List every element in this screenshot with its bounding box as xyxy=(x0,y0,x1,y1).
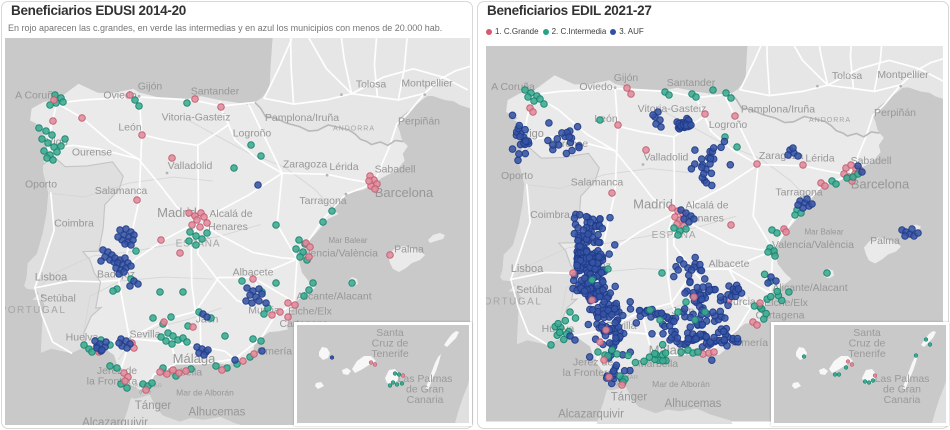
svg-text:Barcelona: Barcelona xyxy=(851,177,910,192)
svg-text:Gijón: Gijón xyxy=(138,81,163,93)
svg-text:A Coruña: A Coruña xyxy=(15,90,59,102)
svg-text:PORTUGAL: PORTUGAL xyxy=(5,305,66,316)
svg-text:Salamanca: Salamanca xyxy=(571,177,624,189)
svg-text:Mar Balear: Mar Balear xyxy=(804,228,843,237)
svg-text:PORTUGAL: PORTUGAL xyxy=(486,297,542,308)
svg-text:Pamplona/Iruña: Pamplona/Iruña xyxy=(741,104,815,116)
svg-text:Barcelona: Barcelona xyxy=(375,185,434,200)
svg-text:Santander: Santander xyxy=(191,86,240,98)
svg-text:Setúbal: Setúbal xyxy=(516,284,552,296)
svg-text:de Gran: de Gran xyxy=(406,384,444,396)
svg-text:Lisboa: Lisboa xyxy=(35,272,68,284)
svg-text:Santa: Santa xyxy=(853,327,881,339)
svg-text:Valladolid: Valladolid xyxy=(168,160,213,172)
svg-text:Sevilla: Sevilla xyxy=(130,329,161,341)
svg-text:Tenerife: Tenerife xyxy=(848,348,886,360)
svg-text:Perpiñán: Perpiñán xyxy=(874,107,916,119)
svg-text:Almería: Almería xyxy=(256,346,292,358)
svg-text:Alicante/Alacant: Alicante/Alacant xyxy=(296,291,371,303)
svg-text:la Frontera: la Frontera xyxy=(563,367,614,379)
svg-text:Oporto: Oporto xyxy=(25,179,57,191)
svg-text:Tarragona: Tarragona xyxy=(299,195,346,207)
svg-text:Alhucemas: Alhucemas xyxy=(189,407,246,419)
svg-text:Vitoria-Gasteiz: Vitoria-Gasteiz xyxy=(638,103,707,115)
svg-text:Las Palmas: Las Palmas xyxy=(398,373,453,385)
svg-text:Santander: Santander xyxy=(667,77,716,89)
svg-text:Oporto: Oporto xyxy=(501,170,533,182)
svg-text:Zaragoza: Zaragoza xyxy=(283,159,328,171)
svg-text:Valencia/València: Valencia/València xyxy=(772,239,854,251)
svg-text:Alcalá de: Alcalá de xyxy=(209,208,252,220)
svg-text:ANDORRA: ANDORRA xyxy=(809,117,851,124)
svg-text:ANDORRA: ANDORRA xyxy=(333,126,375,133)
svg-text:Pamplona/Iruña: Pamplona/Iruña xyxy=(265,112,339,124)
svg-text:Lérida: Lérida xyxy=(805,153,834,165)
svg-text:Lisboa: Lisboa xyxy=(511,263,544,275)
svg-text:Tolosa: Tolosa xyxy=(832,70,863,82)
svg-text:Mar Balear: Mar Balear xyxy=(328,236,367,245)
svg-text:Cruz de: Cruz de xyxy=(849,338,886,350)
svg-text:Logroño: Logroño xyxy=(233,128,272,140)
svg-text:Salamanca: Salamanca xyxy=(95,185,148,197)
svg-text:Henares: Henares xyxy=(208,221,248,233)
svg-text:Montpellier: Montpellier xyxy=(877,69,929,81)
svg-text:Setúbal: Setúbal xyxy=(40,293,76,305)
svg-text:Perpiñán: Perpiñán xyxy=(398,116,440,128)
svg-text:de Gran: de Gran xyxy=(883,384,921,396)
svg-text:Tolosa: Tolosa xyxy=(356,79,387,91)
svg-text:Valencia/València: Valencia/València xyxy=(296,248,378,260)
svg-text:Elche/Elx: Elche/Elx xyxy=(288,306,333,318)
svg-text:Oviedo: Oviedo xyxy=(579,81,612,93)
svg-text:Lérida: Lérida xyxy=(329,161,358,173)
svg-text:Madrid: Madrid xyxy=(157,205,197,220)
svg-text:Tenerife: Tenerife xyxy=(371,348,409,360)
svg-text:Cruz de: Cruz de xyxy=(372,338,409,350)
svg-text:Tarragona: Tarragona xyxy=(775,187,822,199)
svg-text:Albacete: Albacete xyxy=(709,258,750,270)
svg-text:Palma: Palma xyxy=(870,235,900,247)
svg-text:Alicante/Alacant: Alicante/Alacant xyxy=(772,282,847,294)
svg-text:Mar de Alborán: Mar de Alborán xyxy=(652,379,710,389)
svg-text:Vitoria-Gasteiz: Vitoria-Gasteiz xyxy=(162,112,231,124)
svg-text:Santa: Santa xyxy=(376,327,404,339)
svg-text:Madrid: Madrid xyxy=(633,197,673,212)
svg-text:Alcazarquivir: Alcazarquivir xyxy=(558,409,624,421)
svg-text:Las Palmas: Las Palmas xyxy=(875,373,930,385)
svg-text:Tánger: Tánger xyxy=(611,392,648,404)
svg-text:Alcazarquivir: Alcazarquivir xyxy=(82,417,148,425)
svg-text:Logroño: Logroño xyxy=(709,119,748,131)
svg-text:Mar de Alborán: Mar de Alborán xyxy=(176,388,234,398)
svg-text:Valladolid: Valladolid xyxy=(644,152,689,164)
svg-text:Montpellier: Montpellier xyxy=(401,78,453,90)
svg-text:Tánger: Tánger xyxy=(135,400,172,412)
svg-text:Elche/Elx: Elche/Elx xyxy=(764,297,809,309)
svg-text:Alhucemas: Alhucemas xyxy=(665,398,722,410)
svg-text:Ourense: Ourense xyxy=(72,147,112,159)
svg-text:León: León xyxy=(118,122,142,134)
svg-text:Canaria: Canaria xyxy=(407,394,444,406)
svg-text:Coimbra: Coimbra xyxy=(530,209,570,221)
svg-text:Alcalá de: Alcalá de xyxy=(685,200,728,212)
svg-text:Canaria: Canaria xyxy=(884,394,921,406)
svg-text:Gijón: Gijón xyxy=(614,72,639,84)
svg-text:Coimbra: Coimbra xyxy=(54,218,94,230)
svg-text:Huelva: Huelva xyxy=(66,332,99,344)
svg-text:Palma: Palma xyxy=(394,244,424,256)
svg-text:Sabadell: Sabadell xyxy=(375,164,416,176)
svg-text:Albacete: Albacete xyxy=(233,267,274,279)
